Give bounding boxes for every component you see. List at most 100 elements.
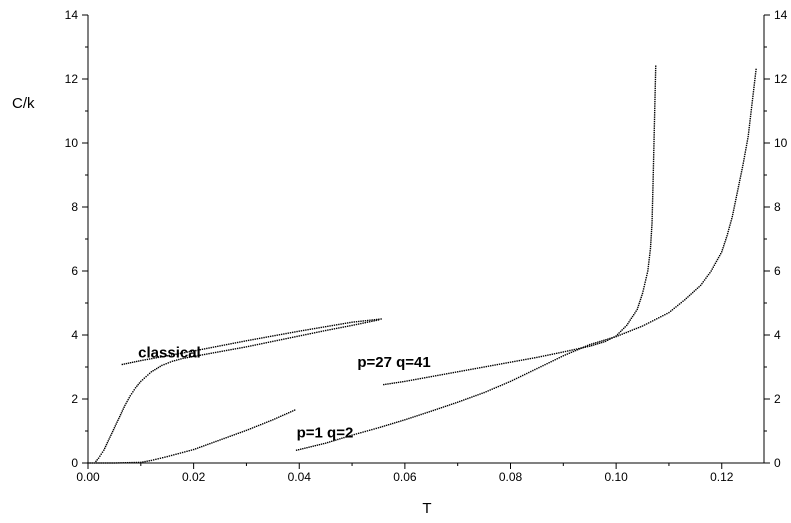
x-tick-label: 0.12 <box>710 470 734 484</box>
data-point <box>243 340 245 342</box>
data-point <box>597 341 599 343</box>
data-point <box>283 338 285 340</box>
data-point <box>227 436 229 438</box>
data-point <box>474 367 476 370</box>
data-point <box>148 460 150 462</box>
data-point <box>726 235 728 237</box>
data-point <box>483 366 485 368</box>
data-point <box>133 361 136 363</box>
data-point <box>236 347 239 350</box>
data-point <box>741 166 744 169</box>
data-point <box>342 326 344 328</box>
data-point <box>753 82 756 84</box>
data-point <box>212 352 215 354</box>
data-point <box>127 398 129 401</box>
data-point <box>742 164 744 167</box>
data-point <box>743 155 746 158</box>
data-point <box>143 377 146 379</box>
data-point <box>383 383 385 386</box>
data-point <box>423 377 426 379</box>
data-point <box>512 361 514 363</box>
data-point <box>276 339 278 342</box>
data-point <box>434 409 437 411</box>
data-point <box>640 296 642 299</box>
data-point <box>167 362 169 364</box>
data-point <box>576 349 579 351</box>
data-point <box>619 330 622 333</box>
data-point <box>345 436 347 438</box>
data-point <box>252 344 254 347</box>
annotation-label: p=27 q=41 <box>357 354 430 371</box>
data-point <box>182 357 184 360</box>
data-point <box>485 391 487 393</box>
data-point <box>739 179 741 182</box>
data-point <box>324 329 327 332</box>
data-point <box>300 334 303 337</box>
data-point <box>122 408 124 410</box>
data-point <box>705 277 707 279</box>
data-point <box>109 436 111 438</box>
data-point <box>732 209 735 211</box>
data-point <box>239 347 241 349</box>
data-point <box>291 410 294 412</box>
data-point <box>653 131 655 134</box>
data-point <box>190 356 193 358</box>
data-point <box>534 368 536 371</box>
data-point <box>534 357 536 359</box>
data-point <box>186 356 188 359</box>
data-point <box>170 454 173 457</box>
data-point <box>389 382 391 385</box>
data-point <box>280 338 283 341</box>
data-point <box>490 365 492 367</box>
data-point <box>203 348 206 350</box>
x-tick-label: 0.02 <box>182 470 206 484</box>
data-point <box>487 365 490 367</box>
data-point <box>748 124 751 127</box>
data-point <box>755 68 757 71</box>
data-point <box>221 350 223 352</box>
data-point <box>521 374 524 377</box>
data-point <box>133 389 135 391</box>
data-point <box>159 457 162 459</box>
data-point <box>732 213 734 216</box>
data-point <box>723 245 725 247</box>
data-point <box>652 156 655 158</box>
data-point <box>631 315 634 318</box>
data-point <box>397 381 400 384</box>
data-point <box>351 321 353 323</box>
data-point <box>331 324 333 327</box>
data-point <box>602 341 605 343</box>
data-point <box>546 362 548 365</box>
data-point <box>736 194 738 196</box>
data-point <box>353 324 355 326</box>
data-point <box>651 224 653 226</box>
data-point <box>406 380 408 382</box>
data-point <box>709 272 711 274</box>
data-point <box>125 402 127 405</box>
data-point <box>553 353 556 355</box>
data-point <box>749 115 752 118</box>
data-point <box>648 256 651 259</box>
data-point <box>360 320 362 322</box>
data-point <box>313 327 316 330</box>
data-point <box>322 330 325 332</box>
data-point <box>538 366 540 369</box>
data-point <box>357 323 360 325</box>
data-point <box>266 421 268 423</box>
data-point <box>316 327 318 329</box>
data-point <box>556 352 558 355</box>
data-point <box>130 393 133 395</box>
data-point <box>195 349 197 352</box>
data-point <box>643 285 645 288</box>
data-point <box>337 438 339 441</box>
data-point <box>728 226 731 228</box>
data-point <box>104 447 106 450</box>
data-point <box>265 342 267 344</box>
data-point <box>181 352 184 354</box>
data-point <box>126 461 129 464</box>
data-point <box>528 371 530 374</box>
data-point <box>351 324 353 327</box>
data-point <box>499 385 502 387</box>
data-point <box>399 381 402 383</box>
data-point <box>647 265 650 268</box>
